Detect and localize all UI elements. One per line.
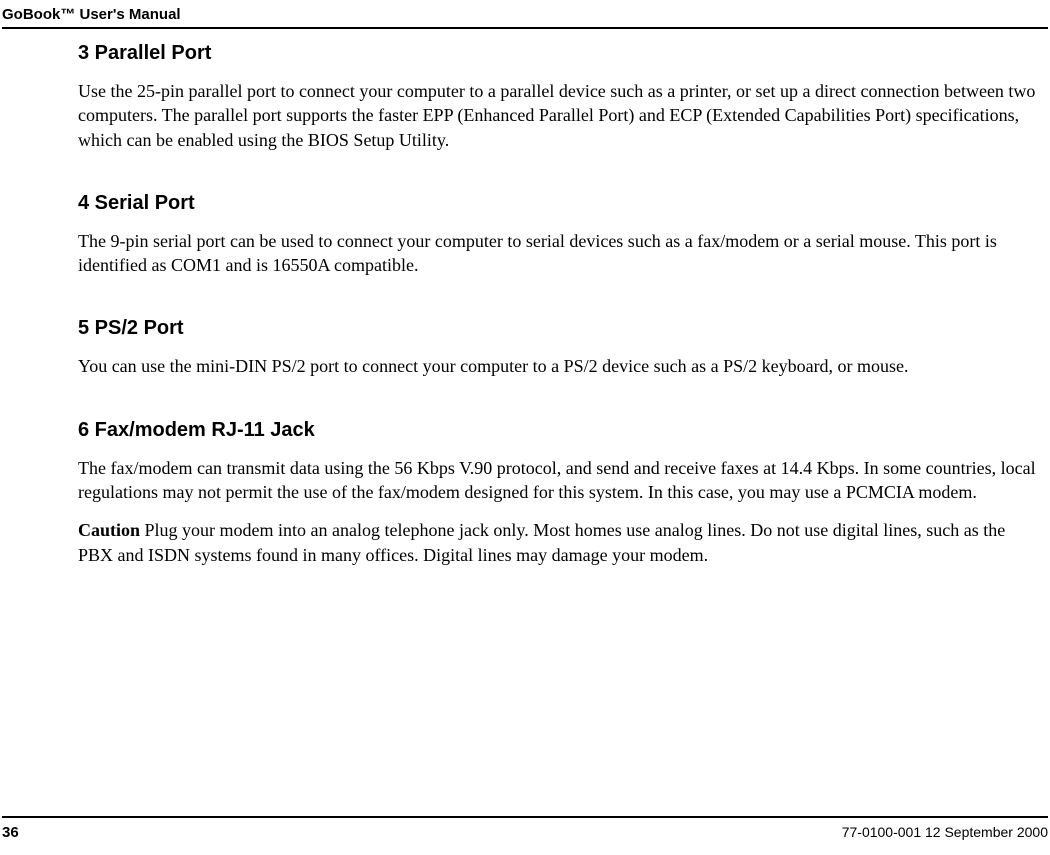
page-header: GoBook™ User's Manual xyxy=(2,6,1048,29)
section-paragraph: The 9-pin serial port can be used to con… xyxy=(78,229,1038,278)
page-content: 3 Parallel Port Use the 25-pin parallel … xyxy=(78,42,1038,607)
section-heading: 4 Serial Port xyxy=(78,192,1038,215)
caution-text: Plug your modem into an analog telephone… xyxy=(78,520,1005,564)
section-paragraph: The fax/modem can transmit data using th… xyxy=(78,456,1038,505)
section-paragraph: Use the 25-pin parallel port to connect … xyxy=(78,79,1038,152)
page-footer: 36 77-0100-001 12 September 2000 xyxy=(2,816,1048,841)
caution-label: Caution xyxy=(78,520,140,540)
section-ps2-port: 5 PS/2 Port You can use the mini-DIN PS/… xyxy=(78,317,1038,378)
manual-title: GoBook™ User's Manual xyxy=(2,6,1048,27)
section-heading: 5 PS/2 Port xyxy=(78,317,1038,340)
footer-doc-id: 77-0100-001 12 September 2000 xyxy=(842,824,1048,840)
section-heading: 3 Parallel Port xyxy=(78,42,1038,65)
footer-row: 36 77-0100-001 12 September 2000 xyxy=(2,824,1048,841)
section-heading: 6 Fax/modem RJ-11 Jack xyxy=(78,419,1038,442)
page-number: 36 xyxy=(2,824,19,841)
caution-paragraph: Caution Plug your modem into an analog t… xyxy=(78,518,1038,567)
section-fax-modem: 6 Fax/modem RJ-11 Jack The fax/modem can… xyxy=(78,419,1038,567)
section-serial-port: 4 Serial Port The 9-pin serial port can … xyxy=(78,192,1038,278)
section-paragraph: You can use the mini-DIN PS/2 port to co… xyxy=(78,354,1038,378)
section-parallel-port: 3 Parallel Port Use the 25-pin parallel … xyxy=(78,42,1038,152)
footer-rule xyxy=(2,816,1048,818)
header-rule xyxy=(2,27,1048,29)
